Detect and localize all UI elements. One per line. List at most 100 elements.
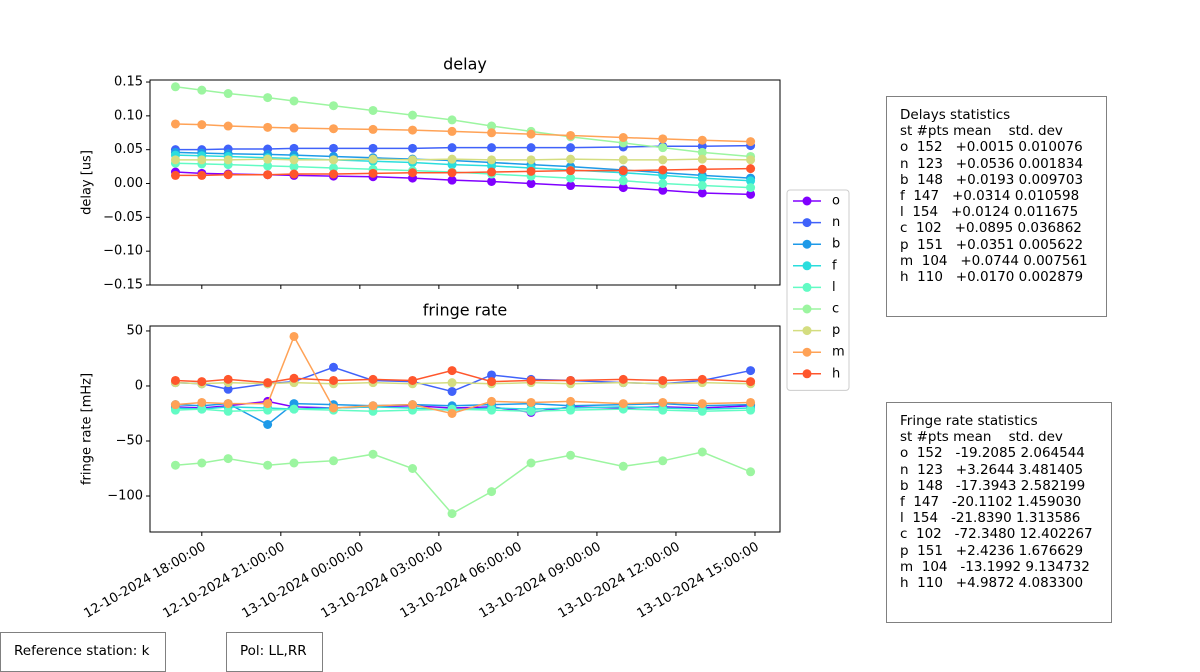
marker [526, 166, 536, 176]
stats-row: h 110 +4.9872 4.083300 [900, 575, 1084, 592]
marker [697, 447, 707, 457]
stats-row: f 147 -20.1102 1.459030 [900, 494, 1082, 511]
marker [697, 135, 707, 145]
marker [487, 176, 497, 186]
marker [368, 168, 378, 178]
marker [658, 155, 668, 165]
marker [566, 450, 576, 460]
marker [289, 373, 299, 383]
marker [487, 487, 497, 497]
marker [487, 370, 497, 380]
stats-row: c 102 -72.3480 12.402267 [900, 526, 1093, 543]
stats-header: st #pts mean std. dev [900, 123, 1063, 140]
x-tick-label: 12-10-2024 18:00:00 [81, 540, 208, 622]
marker [618, 374, 628, 384]
legend-label: l [832, 280, 836, 295]
marker [197, 377, 207, 387]
marker [658, 165, 668, 175]
series-line [175, 162, 751, 189]
marker [618, 166, 628, 176]
marker [223, 406, 233, 416]
marker [526, 129, 536, 139]
marker [526, 143, 536, 153]
stats-row: p 151 +0.0351 0.005622 [900, 236, 1084, 253]
marker [329, 169, 339, 179]
marker [263, 378, 273, 388]
marker [329, 155, 339, 165]
marker [526, 458, 536, 468]
marker [658, 375, 668, 385]
marker [447, 366, 457, 376]
stats-row: o 152 -19.2085 2.064544 [900, 445, 1085, 462]
marker [746, 155, 756, 165]
legend-label: m [832, 345, 845, 360]
legend-label: p [832, 323, 840, 338]
marker [408, 375, 418, 385]
marker [697, 374, 707, 384]
marker [408, 464, 418, 474]
marker [197, 397, 207, 407]
legend-box [786, 189, 850, 391]
legend-marker [802, 196, 812, 206]
marker [289, 123, 299, 133]
marker [223, 374, 233, 384]
stats-title: Delays statistics [900, 107, 1011, 123]
marker [618, 176, 628, 186]
marker [447, 143, 457, 153]
marker [447, 168, 457, 178]
axes-title: delay [443, 55, 487, 74]
marker [487, 377, 497, 387]
y-tick-label: −0.15 [103, 278, 143, 293]
series-line [175, 158, 751, 161]
series-line [175, 369, 751, 384]
marker [197, 458, 207, 468]
marker [566, 166, 576, 176]
marker [170, 400, 180, 410]
marker [447, 408, 457, 418]
marker [697, 173, 707, 183]
marker [289, 143, 299, 153]
y-tick-label: 0.15 [114, 75, 143, 90]
marker [487, 396, 497, 406]
marker [746, 467, 756, 477]
series-line [175, 123, 751, 143]
plot-area [170, 331, 756, 519]
legend-label: c [832, 302, 839, 317]
series-line [175, 86, 751, 158]
stats-header: st #pts mean std. dev [900, 429, 1063, 446]
marker [697, 399, 707, 409]
marker [746, 189, 756, 199]
marker [329, 101, 339, 111]
y-tick-label: 0 [135, 378, 143, 393]
legend-marker [802, 326, 812, 336]
marker [223, 155, 233, 165]
stats-row: o 152 +0.0015 0.010076 [900, 139, 1083, 156]
y-axis-label: delay [us] [80, 150, 95, 215]
marker [487, 155, 497, 165]
marker [746, 366, 756, 376]
marker [289, 404, 299, 414]
marker [487, 128, 497, 138]
legend-marker [802, 282, 812, 292]
y-axis-label: fringe rate [mHz] [80, 373, 95, 485]
legend-marker [802, 261, 812, 271]
marker [658, 456, 668, 466]
legend-marker [802, 304, 812, 314]
marker [263, 419, 273, 429]
marker [487, 167, 497, 177]
y-tick-label: −0.10 [103, 244, 143, 259]
marker [329, 124, 339, 134]
marker [197, 170, 207, 180]
marker [289, 155, 299, 165]
marker [408, 168, 418, 178]
marker [408, 110, 418, 120]
marker [289, 96, 299, 106]
marker [566, 154, 576, 164]
marker [447, 175, 457, 185]
stats-row: b 148 -17.3943 2.582199 [900, 477, 1086, 494]
series-line [175, 167, 751, 177]
marker [746, 164, 756, 174]
y-tick-label: −100 [107, 489, 143, 504]
marker [223, 170, 233, 180]
